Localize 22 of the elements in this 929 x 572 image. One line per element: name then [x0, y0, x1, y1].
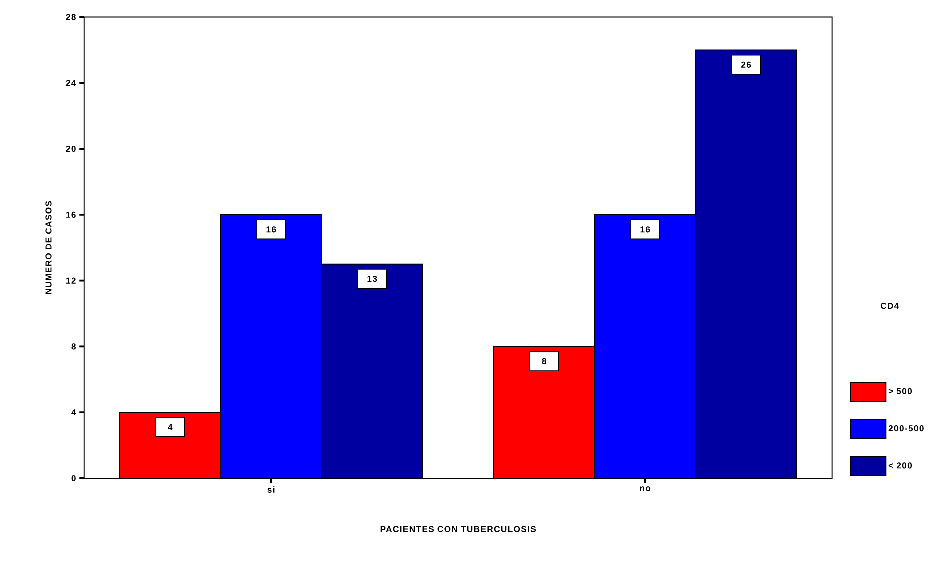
x-tick-label: no: [640, 486, 651, 492]
x-tick-label: si: [268, 486, 275, 494]
data-label: 16: [640, 226, 650, 233]
y-tick-label: 0: [72, 476, 76, 482]
data-label: 4: [168, 424, 173, 431]
legend-title: CD4: [880, 303, 900, 310]
x-axis-title: PACIENTES CON TUBERCULOSIS: [380, 526, 536, 533]
legend-label: > 500: [888, 388, 912, 395]
y-tick-label: 8: [72, 344, 76, 350]
y-tick-label: 4: [72, 410, 76, 416]
legend-label: < 200: [888, 462, 912, 470]
y-tick-label: 28: [66, 14, 76, 21]
data-label: 26: [741, 62, 752, 68]
y-tick-label: 16: [66, 212, 76, 218]
data-label: 8: [542, 358, 547, 365]
y-tick-label: 20: [66, 146, 76, 152]
y-tick-label: 24: [66, 80, 76, 86]
data-label: 13: [368, 276, 378, 282]
data-label: 16: [266, 226, 276, 233]
y-axis-title: NUMERO DE CASOS: [46, 202, 52, 294]
legend-label: 200-500: [888, 426, 924, 432]
y-tick-label: 12: [66, 278, 76, 284]
